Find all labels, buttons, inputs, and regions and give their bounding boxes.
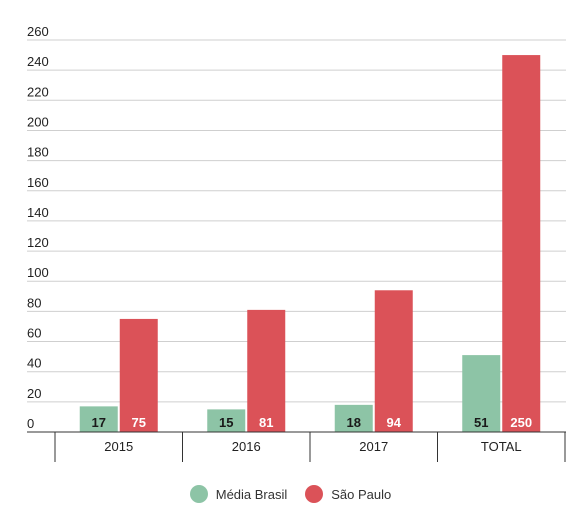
y-tick-label: 120 xyxy=(27,235,49,250)
y-tick-label: 100 xyxy=(27,265,49,280)
y-axis-ticks: 0 20 40 60 80 100 120 140 160 180 200 220 240 260 xyxy=(27,24,49,431)
legend-label-media-brasil: Média Brasil xyxy=(215,486,288,502)
data-label: 15 xyxy=(219,415,233,430)
legend-item-media-brasil: Média Brasil xyxy=(189,485,288,503)
y-tick-label: 40 xyxy=(27,356,41,371)
y-tick-label: 240 xyxy=(27,54,49,69)
bar xyxy=(334,404,373,432)
y-tick-label: 140 xyxy=(27,205,49,220)
legend: Média Brasil São Paulo xyxy=(0,485,581,503)
data-label: 75 xyxy=(132,415,146,430)
data-label: 18 xyxy=(347,415,361,430)
y-tick-label: 200 xyxy=(27,114,49,129)
bars: 17 75 15 81 18 94 51 250 xyxy=(79,55,541,432)
y-tick-label: 60 xyxy=(27,326,41,341)
x-axis: 2015 2016 2017 TOTAL xyxy=(27,431,566,462)
y-tick-label: 180 xyxy=(27,145,49,160)
bar xyxy=(462,355,501,432)
y-tick-label: 260 xyxy=(27,24,49,39)
bar xyxy=(119,318,158,432)
y-tick-label: 160 xyxy=(27,175,49,190)
y-tick-label: 0 xyxy=(27,416,34,431)
y-gridlines xyxy=(27,39,566,403)
data-label: 17 xyxy=(92,415,106,430)
y-tick-label: 220 xyxy=(27,84,49,99)
data-label: 250 xyxy=(510,415,532,430)
data-label: 81 xyxy=(259,415,273,430)
bar xyxy=(502,55,541,432)
data-label: 94 xyxy=(387,415,402,430)
bar xyxy=(79,406,118,432)
legend-swatch-media-brasil xyxy=(189,485,208,503)
bar xyxy=(207,409,246,432)
data-label: 51 xyxy=(474,415,488,430)
x-tick-label: 2016 xyxy=(232,439,261,454)
legend-label-sao-paulo: São Paulo xyxy=(331,486,392,502)
y-tick-label: 20 xyxy=(27,386,41,401)
x-tick-label: 2017 xyxy=(359,439,388,454)
legend-item-sao-paulo: São Paulo xyxy=(305,485,391,503)
bar-chart: 0 20 40 60 80 100 120 140 160 180 200 220 240 260 17 7… xyxy=(27,24,566,462)
bar xyxy=(247,309,286,432)
legend-swatch-sao-paulo xyxy=(305,485,324,503)
y-tick-label: 80 xyxy=(27,295,41,310)
x-tick-label: TOTAL xyxy=(481,439,522,454)
bar xyxy=(374,290,413,432)
x-tick-label: 2015 xyxy=(104,439,133,454)
